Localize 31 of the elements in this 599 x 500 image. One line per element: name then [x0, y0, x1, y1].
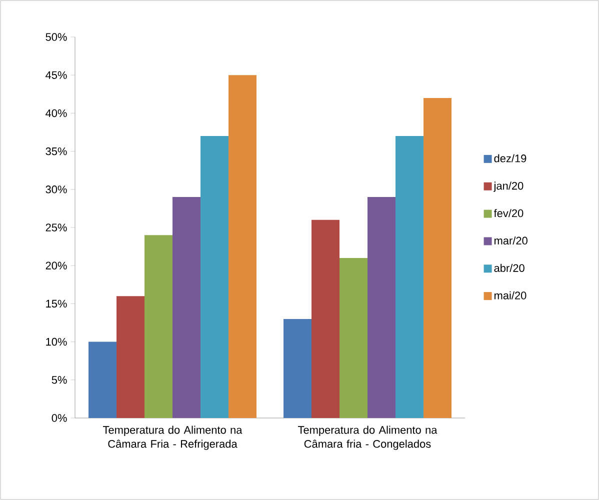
bar [200, 136, 229, 418]
y-tick-label: 50% [46, 33, 67, 41]
y-tick-label: 0% [52, 414, 67, 422]
bar [340, 258, 368, 418]
legend-label: mar/20 [494, 236, 528, 245]
bar [312, 220, 340, 418]
legend-label: fev/20 [494, 209, 524, 218]
y-tick-label: 30% [46, 186, 67, 194]
y-tick-label: 40% [46, 109, 67, 118]
y-tick-label: 45% [46, 71, 67, 79]
x-tick-label: Temperatura do Alimento na Câmara fria - Congelados [298, 426, 438, 450]
y-tick-label: 15% [46, 300, 67, 308]
legend-label: abr/20 [494, 264, 524, 272]
y-tick-label: 20% [46, 262, 67, 270]
y-tick-label: 10% [46, 338, 67, 346]
y-tick-label: 25% [46, 224, 67, 232]
legend-label: jan/20 [494, 182, 524, 192]
y-tick-label: 5% [52, 376, 67, 384]
bar [284, 318, 312, 418]
bar [88, 342, 116, 418]
bar [228, 75, 257, 418]
legend-label: dez/19 [494, 154, 526, 162]
bar [424, 98, 452, 418]
bar [396, 136, 424, 418]
legend-label: mai/20 [494, 291, 526, 300]
bar [172, 197, 201, 418]
y-tick-label: 35% [46, 147, 67, 156]
bar [144, 235, 172, 418]
x-tick-label: Temperatura do Alimento na Câmara Fria - Refrigerada [103, 426, 242, 450]
bar [116, 296, 144, 418]
bar [368, 197, 396, 418]
